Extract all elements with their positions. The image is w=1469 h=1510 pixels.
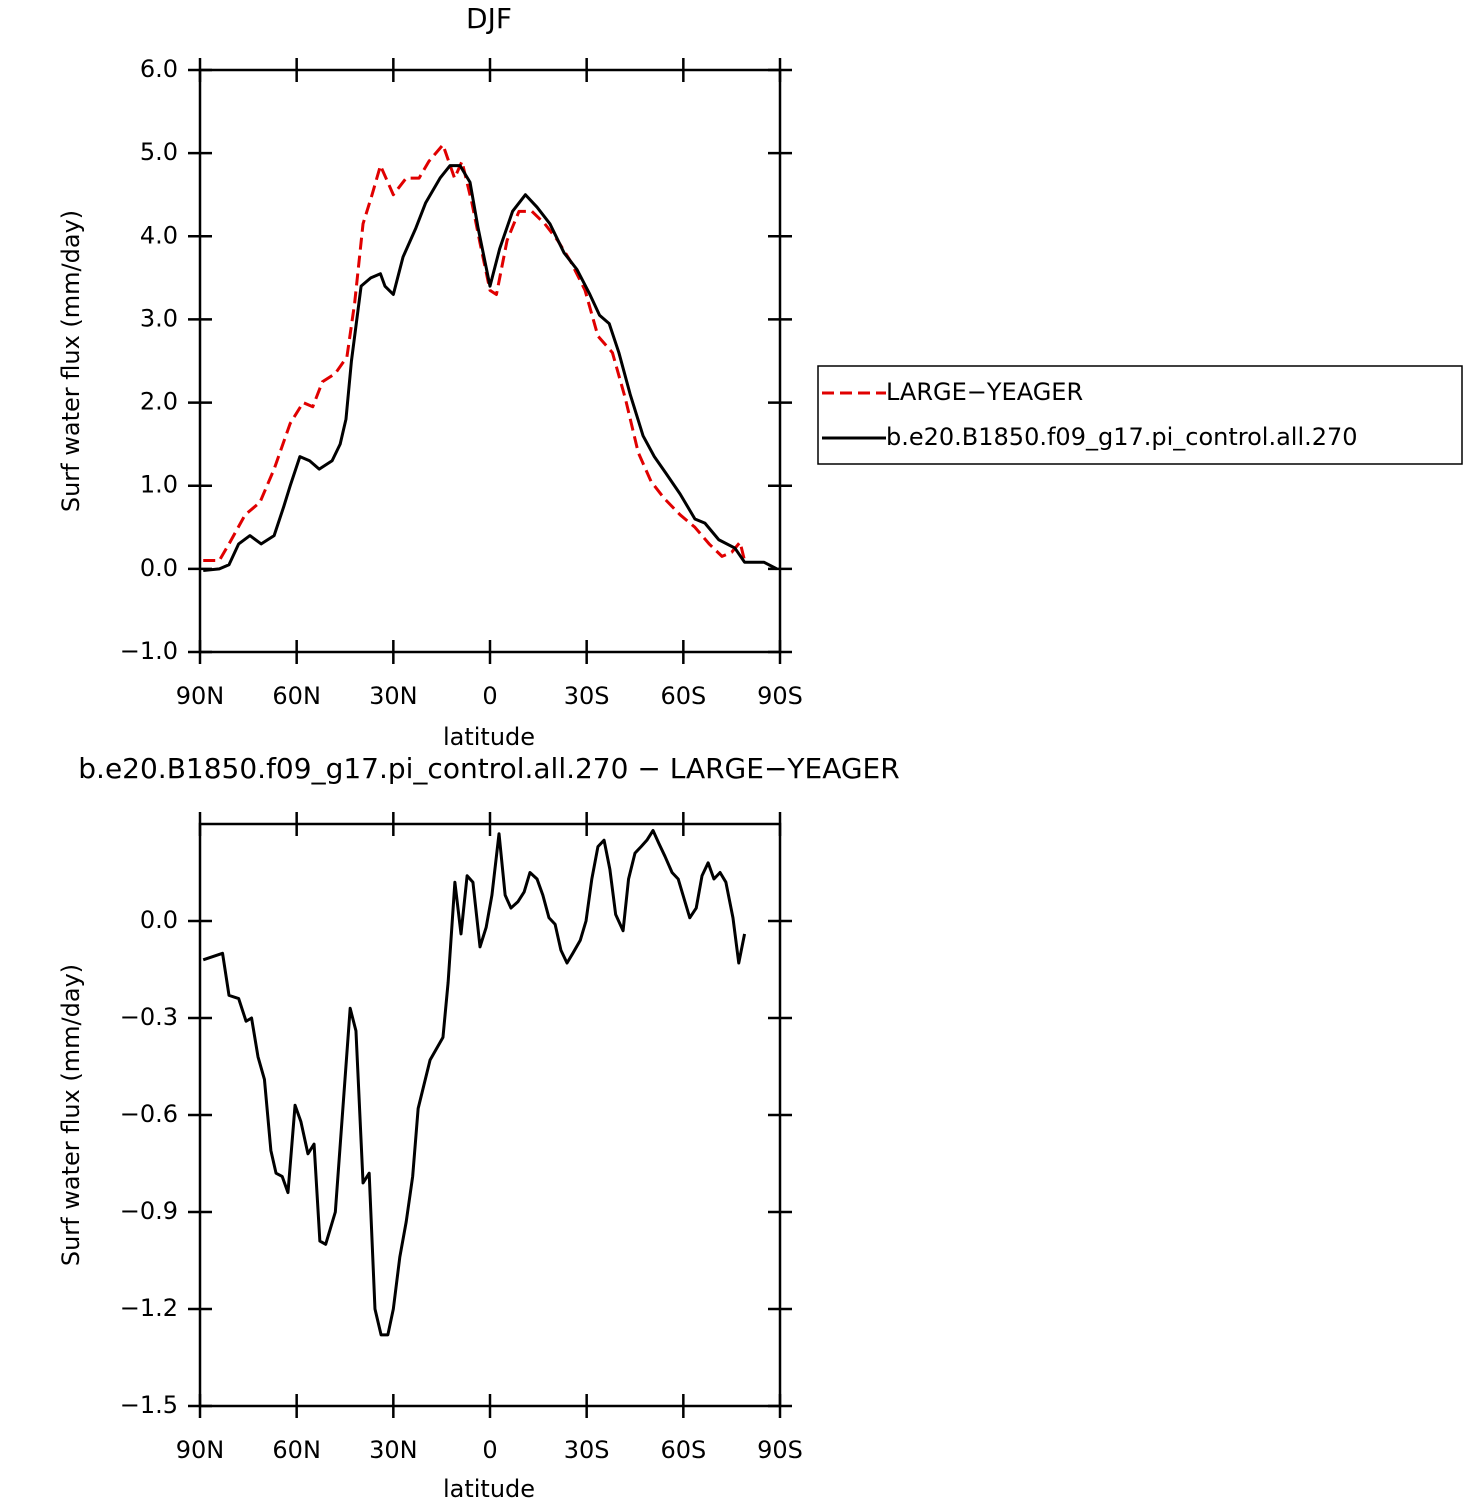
data-line: [203, 143, 747, 563]
x-tick-label: 30N: [369, 682, 418, 710]
x-tick-label: 90S: [757, 1436, 803, 1464]
x-tick-label: 60N: [272, 1436, 321, 1464]
x-tick-label: 90S: [757, 682, 803, 710]
y-tick-label: 5.0: [140, 138, 178, 166]
legend-label: b.e20.B1850.f09_g17.pi_control.all.270: [886, 423, 1358, 451]
y-axis-label: Surf water flux (mm/day): [57, 210, 85, 512]
data-line: [203, 164, 778, 573]
y-tick-label: −0.6: [120, 1100, 178, 1128]
x-tick-label: 60S: [660, 682, 706, 710]
chart-title: DJF: [466, 2, 512, 35]
x-tick-label: 90N: [176, 1436, 225, 1464]
y-tick-label: 2.0: [140, 388, 178, 416]
x-axis-label: latitude: [443, 1475, 535, 1503]
x-tick-label: 30S: [564, 1436, 610, 1464]
plot-frame: [198, 68, 782, 654]
x-tick-label: 30N: [369, 1436, 418, 1464]
data-line: [202, 828, 747, 1337]
legend-box: [817, 365, 1463, 465]
x-tick-label: 90N: [176, 682, 225, 710]
x-tick-label: 0: [482, 1436, 497, 1464]
x-tick-label: 0: [482, 682, 497, 710]
x-tick-label: 60S: [660, 1436, 706, 1464]
y-tick-label: 1.0: [140, 471, 178, 499]
plot-frame: [198, 822, 782, 1408]
y-tick-label: −1.0: [120, 637, 178, 665]
y-tick-label: 0.0: [140, 906, 178, 934]
y-tick-label: −0.3: [120, 1003, 178, 1031]
x-tick-label: 30S: [564, 682, 610, 710]
y-tick-label: −1.5: [120, 1391, 178, 1419]
y-tick-label: −0.9: [120, 1197, 178, 1225]
chart-title: b.e20.B1850.f09_g17.pi_control.all.270 −…: [78, 752, 899, 785]
y-tick-label: 3.0: [140, 304, 178, 332]
y-tick-label: 6.0: [140, 55, 178, 83]
x-tick-label: 60N: [272, 682, 321, 710]
y-tick-label: 4.0: [140, 221, 178, 249]
y-tick-label: 0.0: [140, 554, 178, 582]
x-axis-label: latitude: [443, 723, 535, 751]
y-axis-label: Surf water flux (mm/day): [57, 964, 85, 1266]
y-tick-label: −1.2: [120, 1294, 178, 1322]
legend-label: LARGE−YEAGER: [886, 378, 1083, 406]
